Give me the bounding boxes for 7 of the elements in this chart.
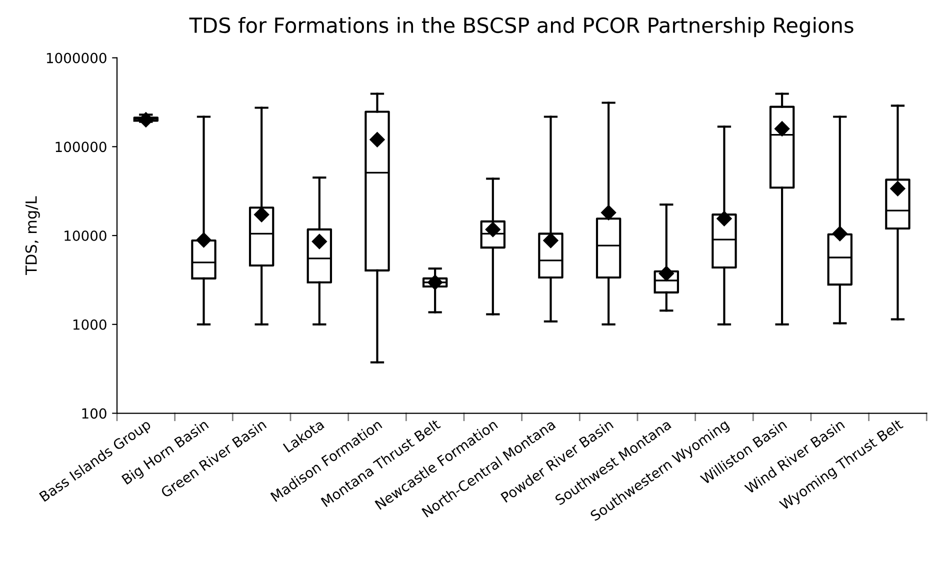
y-axis-title: TDS, mg/L <box>25 196 40 275</box>
y-tick-label: 100000 <box>56 142 106 152</box>
y-tick-label: 100 <box>82 408 106 419</box>
y-tick-label: 1000 <box>73 319 106 330</box>
y-tick-label: 1000000 <box>46 52 106 64</box>
chart-title: TDS for Formations in the BSCSP and PCOR Partnership Regions <box>189 16 854 38</box>
y-tick-label: 10000 <box>64 230 106 242</box>
